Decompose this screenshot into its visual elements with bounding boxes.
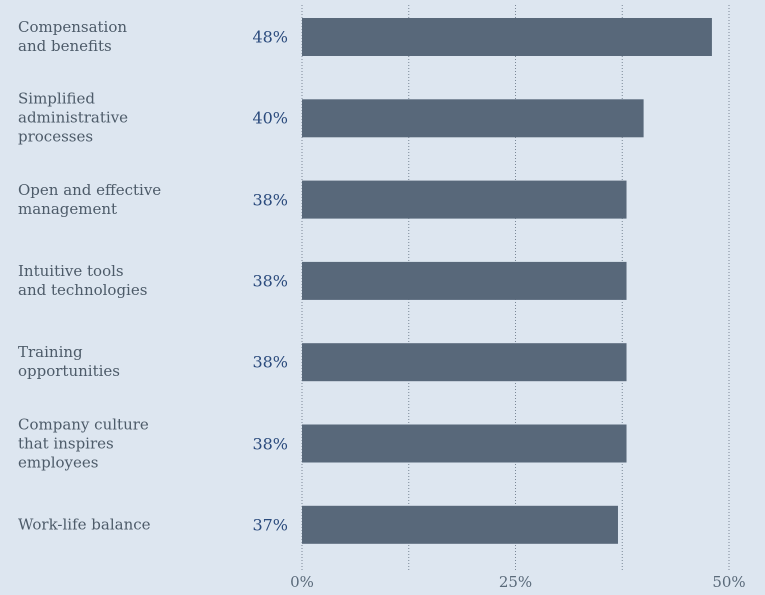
- bar: [302, 99, 644, 138]
- value-label: 48%: [252, 27, 288, 47]
- bar: [302, 343, 627, 382]
- category-label: Open and effective management: [18, 180, 162, 218]
- category-label: Simplified administrative processes: [18, 89, 129, 146]
- value-label: 38%: [252, 352, 288, 372]
- x-tick-label: 50%: [712, 573, 746, 591]
- bar: [302, 261, 627, 300]
- value-label: 37%: [252, 515, 288, 535]
- value-label: 38%: [252, 190, 288, 210]
- value-label: 38%: [252, 271, 288, 291]
- bar: [302, 180, 627, 219]
- value-label: 40%: [252, 108, 288, 128]
- category-label: Work-life balance: [18, 515, 151, 534]
- category-label: Intuitive tools and technologies: [18, 261, 148, 299]
- category-label: Company culture that inspires employees: [18, 415, 149, 471]
- bar: [302, 18, 712, 56]
- x-tick-label: 0%: [290, 573, 314, 591]
- value-label: 38%: [252, 434, 288, 453]
- bar: [302, 505, 618, 544]
- category-label: Training opportunities: [18, 343, 120, 381]
- x-tick-label: 25%: [498, 573, 533, 591]
- bar: [302, 424, 627, 463]
- category-label: Compensation and benefits: [18, 18, 128, 55]
